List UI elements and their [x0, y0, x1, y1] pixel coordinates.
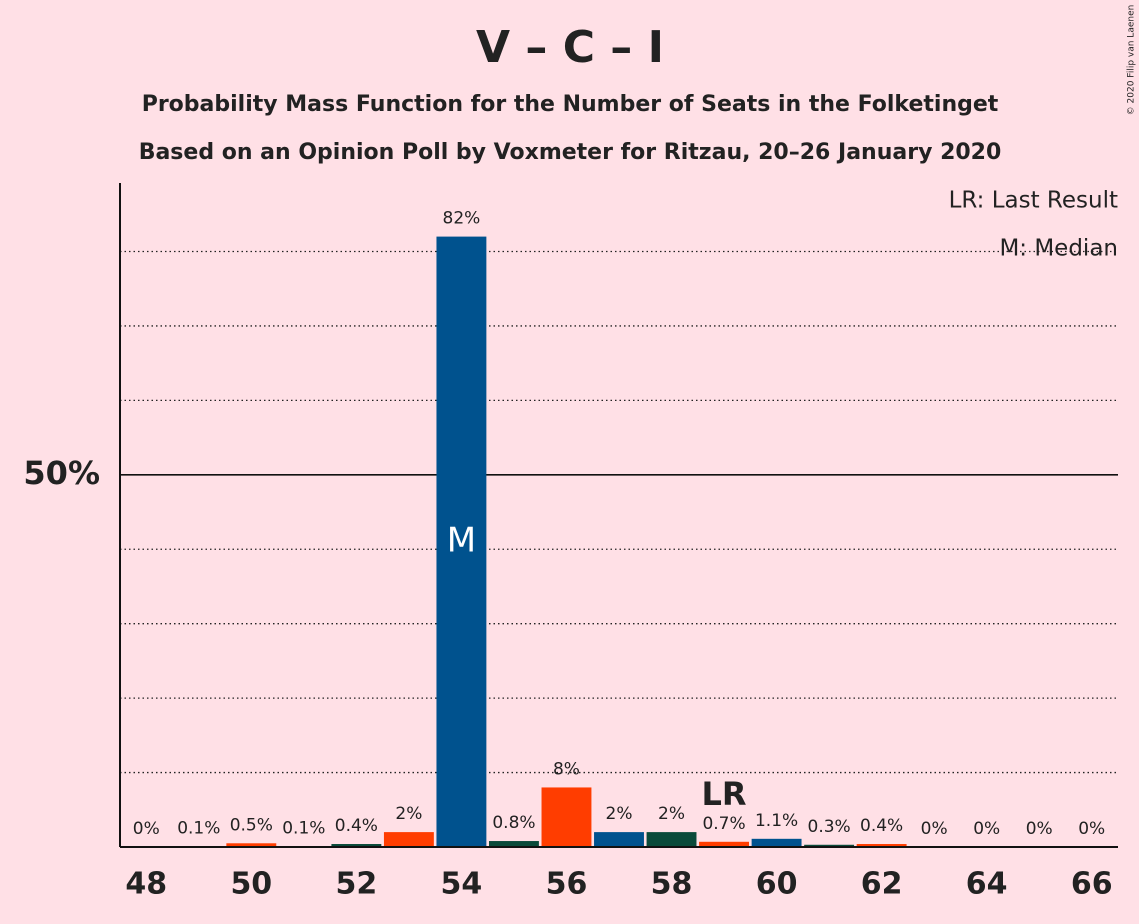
x-tick-label: 66	[1071, 867, 1113, 902]
credit: © 2020 Filip van Laenen	[1127, 5, 1137, 116]
value-label: 2%	[395, 804, 422, 824]
value-label: 0.5%	[230, 815, 273, 835]
bar	[699, 841, 750, 847]
value-label: 0.8%	[492, 813, 535, 833]
bar	[436, 236, 487, 847]
y-tick-label: 50%	[23, 454, 100, 492]
bar	[856, 844, 907, 847]
x-tick-label: 48	[125, 867, 167, 902]
value-label: 0%	[1026, 819, 1053, 839]
x-tick-label: 58	[651, 867, 693, 902]
value-label: 0%	[921, 819, 948, 839]
value-label: 0.4%	[860, 816, 903, 836]
x-tick-label: 64	[966, 867, 1008, 902]
value-label: 0.1%	[177, 818, 220, 838]
value-label: 0.7%	[702, 814, 745, 834]
chart-title: V – C – I	[476, 22, 664, 73]
value-label: 0%	[133, 819, 160, 839]
bar	[751, 838, 802, 847]
bar	[804, 844, 855, 847]
value-label: 2%	[658, 804, 685, 824]
median-marker: M	[447, 520, 476, 560]
last-result-marker: LR	[702, 775, 747, 813]
bar	[383, 832, 434, 847]
x-tick-label: 62	[861, 867, 903, 902]
value-label: 1.1%	[755, 811, 798, 831]
value-label: 0%	[1078, 819, 1105, 839]
bar	[331, 844, 382, 847]
value-label: 0.4%	[335, 816, 378, 836]
value-label: 2%	[606, 804, 633, 824]
x-tick-label: 56	[546, 867, 588, 902]
value-label: 82%	[443, 209, 481, 229]
legend-entry: M: Median	[999, 236, 1118, 262]
bar	[488, 841, 539, 847]
bar	[541, 787, 592, 847]
x-tick-label: 50	[230, 867, 272, 902]
bar	[646, 832, 697, 847]
chart-subtitle: Based on an Opinion Poll by Voxmeter for…	[139, 140, 1002, 165]
x-tick-label: 60	[756, 867, 798, 902]
bar	[226, 843, 277, 847]
x-tick-label: 52	[335, 867, 377, 902]
value-label: 0.1%	[282, 818, 325, 838]
bar	[594, 832, 644, 847]
legend-entry: LR: Last Result	[949, 188, 1118, 214]
x-tick-label: 54	[441, 867, 483, 902]
value-label: 8%	[553, 759, 580, 779]
chart-subtitle: Probability Mass Function for the Number…	[142, 92, 999, 117]
value-label: 0%	[973, 819, 1000, 839]
value-label: 0.3%	[808, 817, 851, 837]
